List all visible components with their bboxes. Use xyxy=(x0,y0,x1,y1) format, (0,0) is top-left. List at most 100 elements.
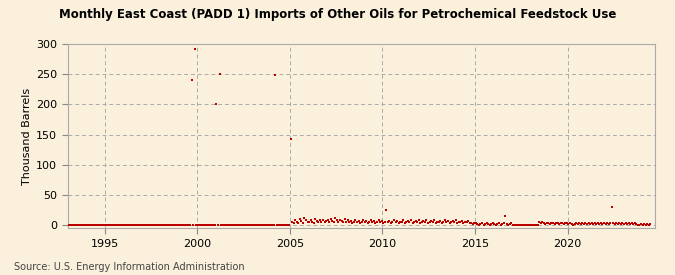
Point xyxy=(577,221,588,226)
Point xyxy=(78,223,89,227)
Point xyxy=(541,221,552,225)
Point xyxy=(173,223,184,227)
Point xyxy=(333,219,344,224)
Point xyxy=(545,222,556,226)
Point xyxy=(575,222,586,226)
Point xyxy=(117,223,128,227)
Point xyxy=(336,219,347,223)
Point xyxy=(586,221,597,226)
Point xyxy=(353,219,364,223)
Point xyxy=(352,220,362,224)
Point xyxy=(493,221,504,226)
Point xyxy=(427,220,438,224)
Point xyxy=(458,221,469,225)
Point xyxy=(443,219,454,223)
Point xyxy=(610,222,620,226)
Point xyxy=(120,223,131,227)
Point xyxy=(365,218,376,222)
Point xyxy=(539,221,549,226)
Point xyxy=(464,221,475,225)
Point xyxy=(238,223,248,227)
Point xyxy=(298,221,308,225)
Point xyxy=(588,222,599,226)
Point xyxy=(209,223,220,227)
Point xyxy=(628,222,639,226)
Point xyxy=(452,221,462,225)
Point xyxy=(66,223,77,227)
Point xyxy=(285,137,296,141)
Point xyxy=(304,220,315,224)
Point xyxy=(423,221,433,225)
Point xyxy=(509,223,520,227)
Point xyxy=(381,208,392,212)
Point xyxy=(472,222,483,226)
Point xyxy=(203,223,214,227)
Point xyxy=(611,221,622,226)
Point xyxy=(486,222,497,226)
Point xyxy=(274,223,285,227)
Point xyxy=(446,219,456,224)
Point xyxy=(618,222,629,226)
Point xyxy=(585,222,595,226)
Point xyxy=(240,223,251,227)
Point xyxy=(439,218,450,222)
Point xyxy=(84,223,95,227)
Point xyxy=(99,223,109,227)
Point xyxy=(622,222,632,226)
Point xyxy=(329,220,340,224)
Point xyxy=(300,218,311,222)
Point xyxy=(239,223,250,227)
Point xyxy=(495,222,506,227)
Point xyxy=(376,219,387,223)
Point xyxy=(196,223,207,227)
Point xyxy=(190,47,200,52)
Point xyxy=(636,222,647,226)
Point xyxy=(629,221,640,226)
Point xyxy=(325,217,336,221)
Point xyxy=(489,222,500,226)
Point xyxy=(97,223,107,227)
Point xyxy=(430,221,441,225)
Point xyxy=(639,222,649,226)
Point xyxy=(338,220,348,224)
Point xyxy=(346,219,356,223)
Point xyxy=(311,219,322,223)
Point xyxy=(281,223,292,227)
Point xyxy=(114,223,125,227)
Point xyxy=(531,223,541,227)
Point xyxy=(524,223,535,227)
Point xyxy=(389,218,400,222)
Point xyxy=(292,220,302,224)
Point xyxy=(112,223,123,227)
Point xyxy=(419,220,430,224)
Point xyxy=(395,219,406,224)
Point xyxy=(435,219,446,223)
Point xyxy=(157,223,168,227)
Point xyxy=(77,223,88,227)
Point xyxy=(497,222,508,226)
Point xyxy=(68,223,78,227)
Point xyxy=(319,220,330,224)
Point xyxy=(288,221,299,225)
Point xyxy=(623,221,634,226)
Point xyxy=(578,222,589,226)
Point xyxy=(134,223,144,227)
Point xyxy=(475,222,486,226)
Point xyxy=(198,223,209,227)
Point xyxy=(101,223,112,227)
Point xyxy=(645,222,655,226)
Point xyxy=(105,223,115,227)
Point xyxy=(169,223,180,227)
Point xyxy=(537,219,547,224)
Point xyxy=(214,72,225,76)
Point xyxy=(185,223,196,227)
Point xyxy=(222,223,233,227)
Point xyxy=(74,223,84,227)
Point xyxy=(186,78,197,82)
Point xyxy=(251,223,262,227)
Point xyxy=(276,223,287,227)
Point xyxy=(597,222,608,226)
Point xyxy=(634,222,645,227)
Point xyxy=(354,221,365,225)
Point xyxy=(115,223,126,227)
